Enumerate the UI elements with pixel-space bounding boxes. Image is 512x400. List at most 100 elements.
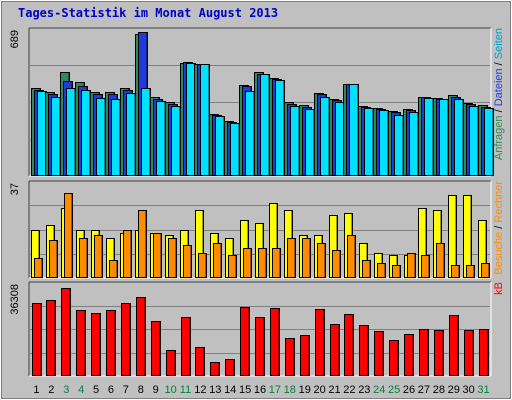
bar-kb-day-22	[344, 314, 354, 376]
chart-title: Tages-Statistik im Monat August 2013	[18, 6, 278, 20]
bar-kb-day-7	[121, 303, 131, 376]
bar-kb-day-21	[330, 324, 340, 376]
x-tick-label-day-30: 30	[463, 384, 475, 396]
bar-kb-day-14	[225, 359, 235, 376]
bar-rechner-day-18	[287, 238, 296, 278]
x-tick-label-day-27: 27	[418, 384, 430, 396]
x-tick-label-day-19: 19	[299, 384, 311, 396]
panel-bottom-ymax-label: 36308	[9, 284, 21, 315]
bar-kb-day-6	[106, 310, 116, 376]
x-tick-label-day-12: 12	[194, 384, 206, 396]
x-tick-label-day-10: 10	[164, 384, 176, 396]
bar-kb-day-9	[151, 321, 161, 376]
x-tick-label-day-26: 26	[403, 384, 415, 396]
x-tick-label-day-11: 11	[180, 384, 191, 396]
bar-kb-day-12	[195, 347, 205, 376]
bar-rechner-day-30	[466, 265, 475, 278]
x-tick-label-day-8: 8	[138, 384, 144, 396]
right-legend-1-part-1: /	[493, 223, 505, 232]
right-legend-2-part-0: kB	[493, 282, 505, 295]
bar-rechner-day-10	[168, 238, 177, 278]
bar-kb-day-31	[479, 329, 489, 376]
bar-rechner-day-19	[302, 238, 311, 278]
right-legend-1: Besuche / Rechner	[493, 181, 505, 275]
right-legend-1-part-2: Rechner	[493, 181, 505, 223]
bar-kb-day-15	[240, 307, 250, 376]
x-tick-label-day-17: 17	[269, 384, 281, 396]
bar-rechner-day-26	[407, 253, 416, 278]
bar-seiten-day-31	[484, 108, 494, 176]
x-tick-label-day-9: 9	[153, 384, 159, 396]
bar-kb-day-27	[419, 329, 429, 376]
x-tick-label-day-25: 25	[388, 384, 400, 396]
x-tick-label-day-29: 29	[448, 384, 460, 396]
bar-rechner-day-29	[451, 265, 460, 278]
bar-rechner-day-7	[123, 230, 132, 278]
x-tick-label-day-1: 1	[33, 384, 39, 396]
bar-rechner-day-21	[332, 250, 341, 278]
bar-rechner-day-11	[183, 245, 192, 278]
x-tick-label-day-24: 24	[373, 384, 385, 396]
right-legend-0-part-1: /	[493, 106, 505, 115]
right-legend-0-part-2: Dateien	[493, 68, 505, 106]
bar-rechner-day-12	[198, 253, 207, 278]
bar-rechner-day-31	[481, 263, 490, 278]
bar-kb-day-30	[464, 330, 474, 376]
x-tick-label-day-16: 16	[254, 384, 266, 396]
bar-rechner-day-22	[347, 235, 356, 278]
bar-kb-day-16	[255, 317, 265, 376]
right-legend-0-part-4: Seiten	[493, 28, 505, 59]
bar-kb-day-18	[285, 338, 295, 376]
right-legend-1-part-0: Besuche	[493, 232, 505, 275]
x-tick-label-day-7: 7	[123, 384, 129, 396]
bar-rechner-day-6	[109, 260, 118, 278]
bar-rechner-day-24	[377, 263, 386, 278]
bar-rechner-day-2	[49, 240, 58, 278]
bar-rechner-day-17	[272, 248, 281, 278]
bar-rechner-day-9	[153, 233, 162, 278]
right-legend-2: kB	[493, 282, 505, 295]
bar-kb-day-20	[315, 309, 325, 376]
x-tick-label-day-4: 4	[78, 384, 84, 396]
x-tick-label-day-22: 22	[343, 384, 355, 396]
x-tick-label-day-15: 15	[239, 384, 251, 396]
bar-kb-day-8	[136, 297, 146, 376]
bar-kb-day-3	[61, 288, 71, 376]
bar-rechner-day-27	[421, 255, 430, 278]
bar-rechner-day-5	[94, 235, 103, 278]
bar-kb-day-26	[404, 334, 414, 376]
bar-kb-day-19	[300, 335, 310, 376]
bar-rechner-day-1	[34, 258, 43, 278]
x-tick-label-day-13: 13	[209, 384, 221, 396]
bar-kb-day-2	[46, 300, 56, 376]
x-tick-label-day-14: 14	[224, 384, 236, 396]
bar-rechner-day-16	[258, 248, 267, 278]
bar-rechner-day-25	[392, 265, 401, 278]
bar-kb-day-24	[374, 331, 384, 376]
bar-kb-day-29	[449, 315, 459, 376]
x-tick-label-day-20: 20	[313, 384, 325, 396]
x-tick-label-day-18: 18	[284, 384, 296, 396]
bar-rechner-day-4	[79, 238, 88, 278]
bar-kb-day-4	[76, 310, 86, 376]
right-legend-0-part-3: /	[493, 59, 505, 68]
bar-kb-day-13	[210, 362, 220, 376]
panel-top-ymax-label: 689	[9, 30, 21, 48]
x-tick-label-day-21: 21	[328, 384, 340, 396]
bar-kb-day-28	[434, 330, 444, 376]
x-tick-label-day-23: 23	[358, 384, 370, 396]
bar-kb-day-17	[270, 308, 280, 376]
x-tick-label-day-3: 3	[63, 384, 69, 396]
x-tick-label-day-2: 2	[48, 384, 54, 396]
x-tick-label-day-28: 28	[433, 384, 445, 396]
bar-kb-day-5	[91, 313, 101, 376]
bar-kb-day-25	[389, 340, 399, 376]
x-tick-label-day-31: 31	[477, 384, 489, 396]
panel-middle-ymax-label: 37	[9, 183, 21, 195]
bar-kb-day-1	[32, 303, 42, 376]
bar-rechner-day-20	[317, 243, 326, 278]
bar-rechner-day-15	[243, 248, 252, 278]
